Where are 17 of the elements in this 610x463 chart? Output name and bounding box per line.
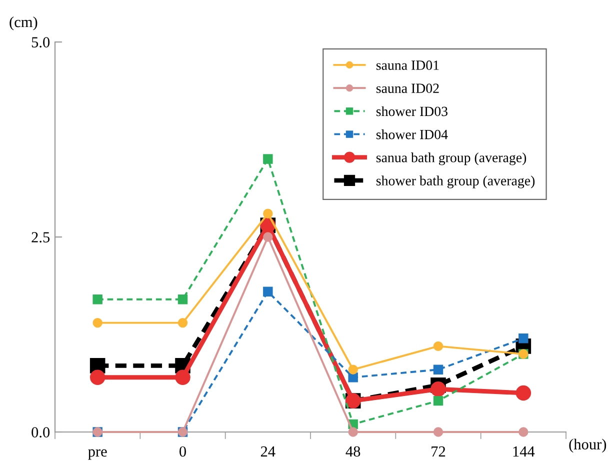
y-tick-label: 5.0 <box>32 37 50 48</box>
x-tick-label: 0 <box>180 446 186 457</box>
y-axis-title: (cm) <box>10 16 38 30</box>
x-tick-label: 72 <box>432 446 446 456</box>
x-tick-label: 144 <box>513 446 535 456</box>
legend-label: shower ID04 <box>376 129 448 140</box>
legend-label: sauna ID01 <box>376 60 439 70</box>
x-tick-label: pre <box>88 449 107 460</box>
legend-label: shower ID03 <box>376 106 448 116</box>
x-tick-label: 48 <box>346 446 360 457</box>
y-tick-label: 2.5 <box>32 232 50 243</box>
x-tick-label: 24 <box>260 446 276 456</box>
legend-label: sauna ID02 <box>376 84 439 94</box>
legend-label: shower bath group (average) <box>376 176 535 188</box>
y-tick-label: 0.0 <box>32 427 50 438</box>
x-axis-title: (hour) <box>569 438 606 453</box>
legend-label: sanua bath group (average) <box>376 152 526 166</box>
